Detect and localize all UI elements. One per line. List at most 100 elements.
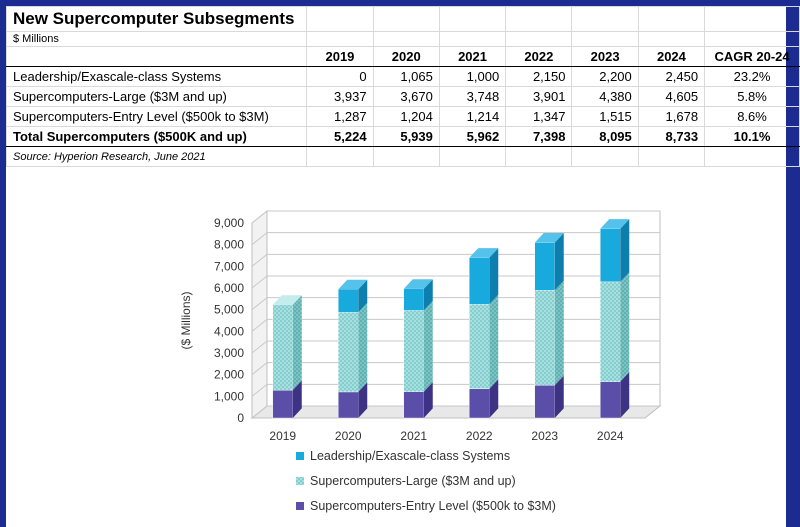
empty-cell xyxy=(704,6,800,32)
bar-side xyxy=(554,233,564,291)
table-source-row: Source: Hyperion Research, June 2021 xyxy=(5,146,800,167)
legend-swatch xyxy=(296,452,304,460)
row-label: Supercomputers-Entry Level ($500k to $3M… xyxy=(5,106,308,127)
gridline-depth xyxy=(251,232,268,246)
chart-floor xyxy=(250,405,662,419)
subsegments-table: New Supercomputer Subsegments $ Millions 2… xyxy=(5,6,800,167)
empty-cell xyxy=(571,6,639,32)
bar-side xyxy=(554,280,564,386)
bar-front xyxy=(338,312,359,393)
y-tick-label: 3,000 xyxy=(214,346,244,360)
row-label: Total Supercomputers ($500K and up) xyxy=(5,126,308,147)
bar-side xyxy=(423,279,433,311)
bar-top xyxy=(534,233,564,243)
bar-front xyxy=(600,281,621,382)
bar-entry-level-2021 xyxy=(403,382,433,419)
bar-front xyxy=(338,391,359,419)
legend-label: Supercomputers-Entry Level ($500k to $3M… xyxy=(310,499,556,513)
legend-label: Supercomputers-Large ($3M and up) xyxy=(310,474,516,488)
bar-leadership-2020 xyxy=(338,279,368,313)
x-tick-label: 2023 xyxy=(531,429,558,443)
gridline-depth xyxy=(251,210,268,224)
bar-leadership-2022 xyxy=(469,248,499,305)
bar-front xyxy=(338,289,359,313)
gridline-depth xyxy=(251,275,268,289)
bar-large-2021 xyxy=(403,300,433,392)
table-title: New Supercomputer Subsegments xyxy=(5,6,308,32)
table-row: Supercomputers-Entry Level ($500k to $3M… xyxy=(5,106,800,127)
table-cell: 1,000 xyxy=(438,66,507,87)
bar-front xyxy=(469,388,490,419)
y-tick-label: 7,000 xyxy=(214,259,244,273)
bar-front xyxy=(403,310,424,392)
gridline-depth xyxy=(251,340,268,354)
bar-entry-level-2023 xyxy=(534,375,564,419)
table-cell: 8.6% xyxy=(704,106,800,127)
bar-entry-level-2024 xyxy=(600,372,630,419)
table-cell: 1,287 xyxy=(306,106,374,127)
table-cell: 3,901 xyxy=(505,86,573,107)
table-cell: 1,347 xyxy=(505,106,573,127)
bar-side xyxy=(358,382,368,418)
bar-side xyxy=(620,219,630,282)
x-tick-label: 2021 xyxy=(400,429,427,443)
bar-large-2023 xyxy=(534,280,564,386)
bar-front xyxy=(272,389,293,419)
x-tick-label: 2022 xyxy=(466,429,493,443)
bar-large-2020 xyxy=(338,302,368,393)
legend-item: Leadership/Exascale-class Systems xyxy=(296,449,510,463)
bar-side xyxy=(620,272,630,382)
y-tick-label: 0 xyxy=(237,411,244,425)
bar-front xyxy=(469,257,490,305)
bar-entry-level-2020 xyxy=(338,382,368,419)
table-cell: 1,214 xyxy=(438,106,507,127)
table-cell: 2,150 xyxy=(505,66,573,87)
side-wall xyxy=(251,209,268,420)
y-tick-label: 4,000 xyxy=(214,324,244,338)
table-total-row: Total Supercomputers ($500K and up) 5,224… xyxy=(5,126,800,147)
bar-side xyxy=(554,375,564,418)
bar-side xyxy=(292,295,302,391)
legend-swatch xyxy=(296,477,304,485)
bar-front xyxy=(534,290,555,386)
empty-cell xyxy=(637,6,706,32)
bar-large-2022 xyxy=(469,294,499,390)
bar-front xyxy=(469,304,490,390)
bar-front xyxy=(600,228,621,283)
gridline-depth xyxy=(251,318,268,332)
bar-front xyxy=(534,242,555,291)
y-tick-label: 1,000 xyxy=(214,389,244,403)
empty-cell xyxy=(704,146,800,167)
gridline-depth xyxy=(251,383,268,397)
x-tick-label: 2024 xyxy=(597,429,624,443)
bar-side xyxy=(489,248,499,305)
bar-side xyxy=(489,379,499,418)
gridline-depth xyxy=(251,297,268,311)
legend-label: Leadership/Exascale-class Systems xyxy=(310,449,510,463)
bar-top xyxy=(338,279,368,290)
gridline-depth xyxy=(251,362,268,376)
table-cell: 7,398 xyxy=(505,126,573,147)
bar-side xyxy=(423,300,433,392)
bar-side xyxy=(423,382,433,418)
table-cell: 2,450 xyxy=(637,66,706,87)
y-tick-label: 6,000 xyxy=(214,281,244,295)
table-source: Source: Hyperion Research, June 2021 xyxy=(5,146,308,167)
bar-top xyxy=(403,279,433,289)
y-tick-label: 2,000 xyxy=(214,368,244,382)
legend-item: Supercomputers-Large ($3M and up) xyxy=(296,474,516,488)
table-cell: 1,678 xyxy=(637,106,706,127)
bar-top xyxy=(469,248,499,258)
bar-side xyxy=(292,380,302,418)
bar-front xyxy=(534,384,555,419)
y-tick-label: 9,000 xyxy=(214,216,244,230)
legend-swatch xyxy=(296,502,304,510)
gridline-depth xyxy=(251,405,268,419)
y-tick-label: 5,000 xyxy=(214,303,244,317)
bar-side xyxy=(358,279,368,313)
table-header-row: 2019 2020 2021 2022 2023 2024 CAGR 20-24 xyxy=(5,46,800,67)
bar-leadership-2023 xyxy=(534,233,564,291)
table-row: Leadership/Exascale-class Systems 0 1,065 1… xyxy=(5,66,800,87)
bar-front xyxy=(600,381,621,419)
